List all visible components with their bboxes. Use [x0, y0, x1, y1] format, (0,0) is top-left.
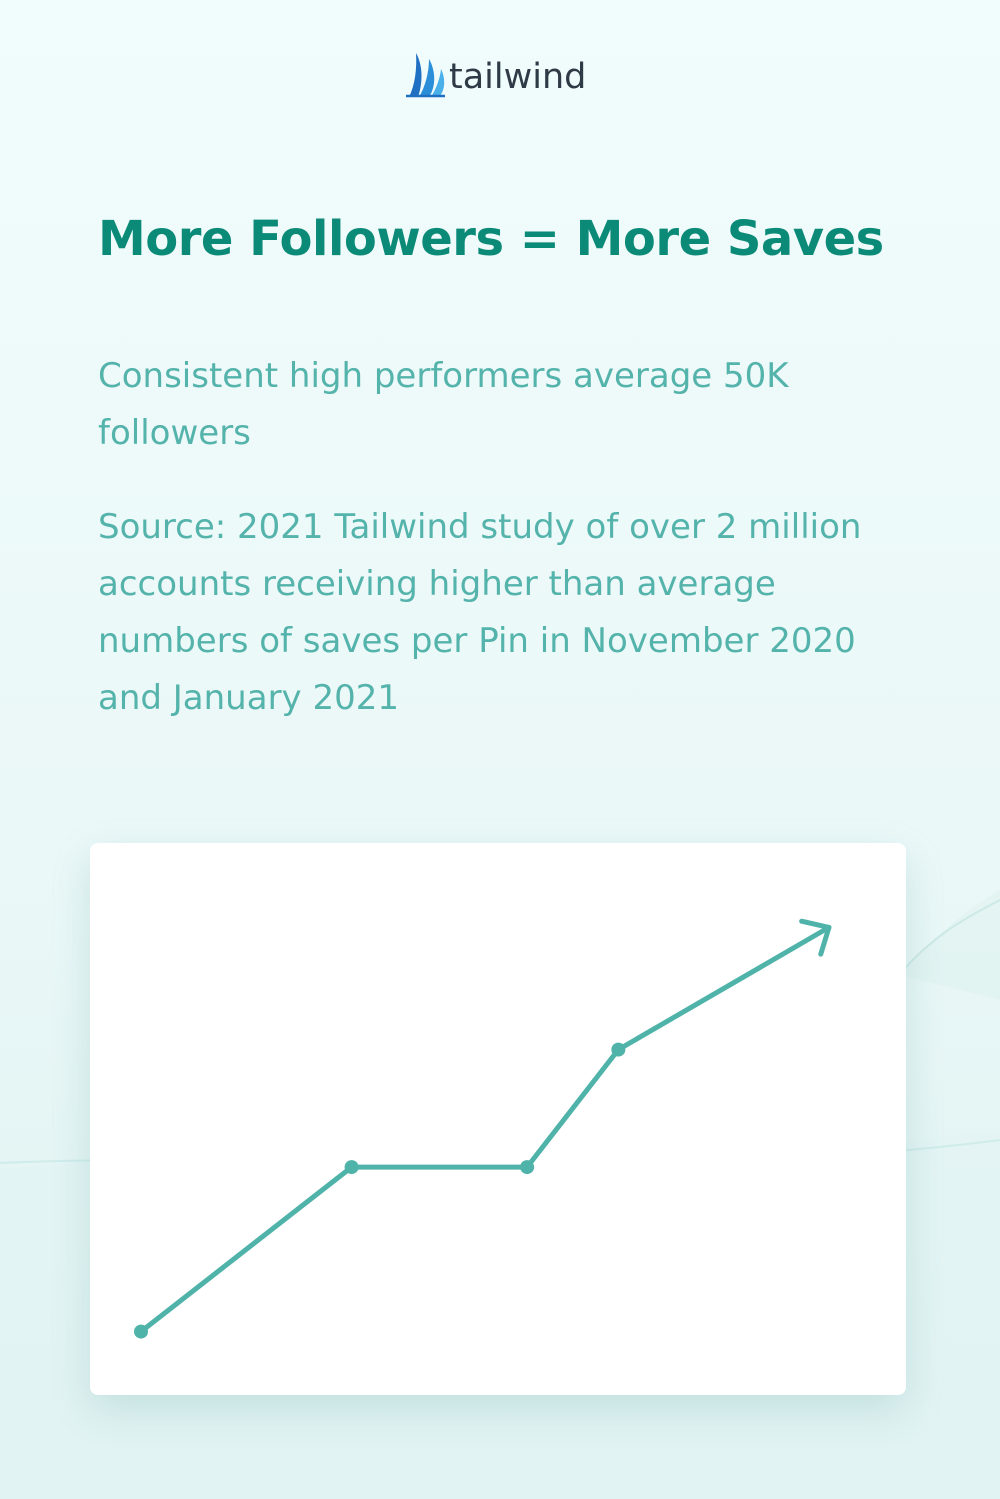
subtitle: Consistent high performers average 50K f… — [98, 356, 789, 453]
data-point — [611, 1042, 626, 1057]
data-point — [520, 1160, 535, 1175]
data-point — [134, 1324, 148, 1339]
brand-name: tailwind — [449, 56, 587, 97]
data-point — [344, 1160, 359, 1175]
sail-logo-icon — [406, 53, 445, 98]
page-title: More Followers = More Saves — [98, 211, 884, 267]
arrow-head-icon — [799, 918, 832, 957]
source-note: Source: 2021 Tailwind study of over 2 mi… — [98, 507, 862, 718]
series-line — [138, 924, 832, 1335]
chart-card — [90, 843, 906, 1395]
tailwind-logo: tailwind — [405, 50, 586, 100]
line-chart — [134, 918, 832, 1339]
